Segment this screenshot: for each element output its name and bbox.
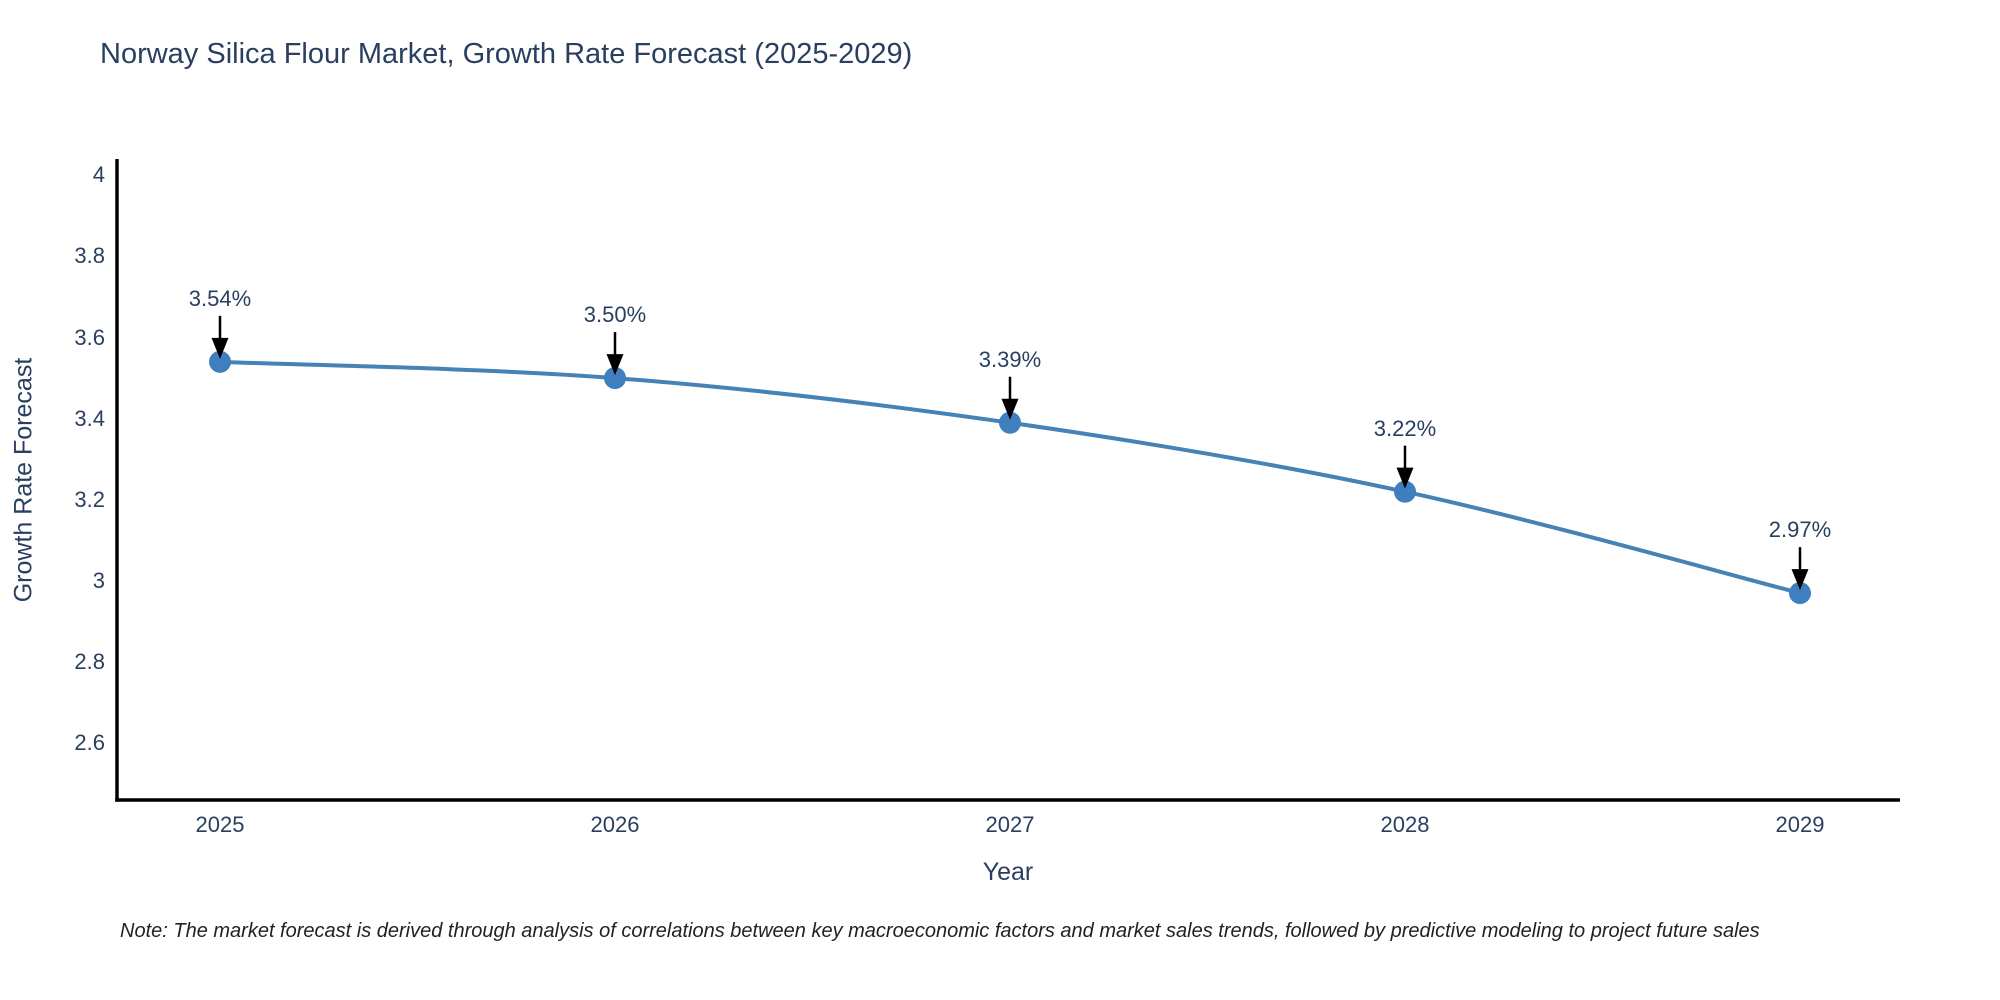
- y-tick-label: 3.8: [74, 243, 105, 269]
- point-annotation-label: 2.97%: [1768, 517, 1832, 543]
- point-annotation-label: 3.22%: [1373, 415, 1437, 441]
- data-point-marker: [1789, 582, 1811, 605]
- annotation-arrowhead-icon: [1001, 398, 1019, 420]
- x-axis-title: Year: [982, 858, 1034, 886]
- y-tick-label: 3.6: [74, 324, 105, 350]
- annotation-arrowhead-icon: [211, 337, 229, 359]
- annotation-arrowhead-icon: [606, 354, 624, 376]
- data-point-marker: [209, 350, 231, 373]
- x-tick-label: 2026: [590, 812, 640, 837]
- y-tick-label: 4: [92, 162, 105, 188]
- footnote: Note: The market forecast is derived thr…: [120, 920, 1760, 942]
- y-tick-label: 2.6: [74, 730, 105, 756]
- x-tick-label: 2028: [1380, 812, 1430, 837]
- annotation-arrowhead-icon: [1396, 467, 1414, 489]
- y-tick-label: 3: [92, 567, 105, 593]
- y-tick-label: 3.2: [74, 486, 105, 512]
- y-tick-label: 2.8: [74, 649, 105, 675]
- point-annotation-label: 3.50%: [583, 302, 647, 328]
- x-tick-label: 2027: [985, 812, 1035, 837]
- data-point-marker: [999, 411, 1021, 434]
- x-tick-label: 2029: [1775, 812, 1825, 837]
- point-annotation-label: 3.54%: [188, 285, 252, 311]
- annotation-arrowhead-icon: [1791, 569, 1809, 591]
- chart-title: Norway Silica Flour Market, Growth Rate …: [100, 38, 913, 70]
- data-point-marker: [604, 367, 626, 390]
- x-tick-label: 2025: [195, 812, 245, 837]
- y-tick-label: 3.4: [74, 405, 105, 431]
- data-point-marker: [1394, 480, 1416, 503]
- point-annotation-label: 3.39%: [978, 346, 1042, 372]
